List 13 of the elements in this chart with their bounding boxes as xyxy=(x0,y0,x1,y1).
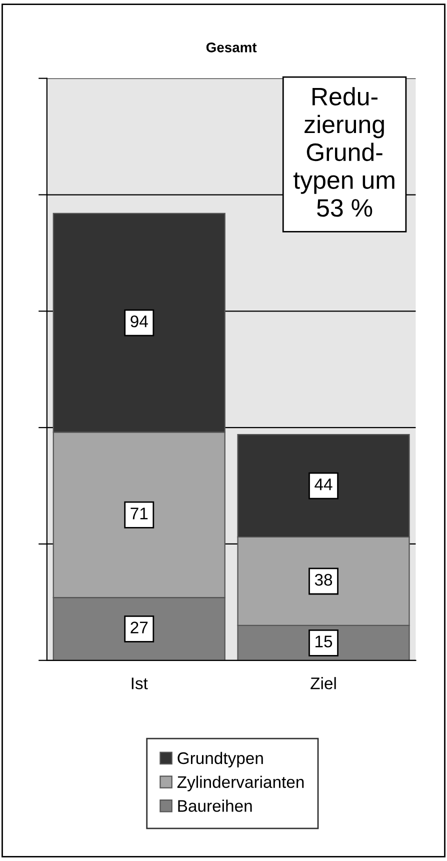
legend-label: Baureihen xyxy=(178,800,252,812)
legend-label: Zylindervarianten xyxy=(177,776,304,792)
legend-label: Grundtypen xyxy=(178,752,263,768)
chart-title: Gesamt xyxy=(206,42,257,52)
x-tick-label: Ziel xyxy=(310,677,336,690)
data-label: 38 xyxy=(314,574,332,586)
data-label: 27 xyxy=(130,622,148,634)
annotation: Redu- zierung Grund- typen um 53 % xyxy=(294,87,394,217)
data-label: 15 xyxy=(316,636,332,648)
data-label: 44 xyxy=(314,478,332,490)
data-label: 94 xyxy=(130,315,148,328)
x-tick-label: Ist xyxy=(132,678,148,690)
data-label: 71 xyxy=(130,508,148,520)
